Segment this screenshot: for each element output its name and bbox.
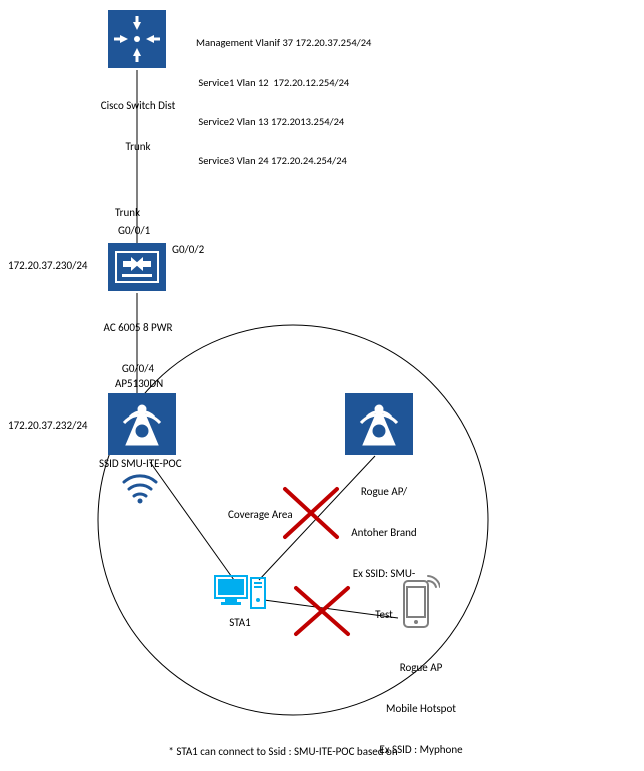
note-line: * STA1 can connect to Ssid : SMU-ITE-POC… [143, 745, 423, 759]
diagram-canvas: Management Vlanif 37 172.20.37.254/24 Se… [0, 0, 644, 771]
phone-line: Mobile Hotspot [373, 702, 469, 716]
ap-icon [108, 393, 176, 455]
coverage-label: Coverage Area [228, 508, 293, 522]
sta1-label: STA1 [222, 616, 258, 630]
vlan-line: Service1 Vlan 12 172.20.12.254/24 [196, 76, 371, 89]
sta1-icon [213, 572, 269, 617]
ap-ip: 172.20.37.232/24 [8, 419, 87, 433]
vlan-line: Service2 Vlan 13 172.2013.254/24 [196, 115, 371, 128]
phone-line: Rogue AP [373, 661, 469, 675]
trunk-label: Trunk [115, 206, 140, 220]
rogue-ap-icon [345, 393, 413, 455]
ac6005-icon [108, 243, 166, 291]
ac6005-name: AC 6005 8 PWR [100, 321, 176, 335]
footer-notes: * STA1 can connect to Ssid : SMU-ITE-POC… [143, 717, 423, 771]
cisco-switch-label: Cisco Switch Dist Trunk [95, 71, 181, 181]
cisco-switch-name: Cisco Switch Dist [95, 99, 181, 113]
ap-name: AP5130DN [115, 377, 163, 391]
rogue-ap-line: Antoher Brand [344, 526, 424, 540]
ac-port-top: G0/0/1 [118, 224, 150, 238]
ap-ssid: SSID SMU-ITE-POC [99, 457, 182, 471]
ac-ip: 172.20.37.230/24 [8, 259, 87, 273]
cisco-switch-trunk: Trunk [95, 140, 181, 154]
rogue-ap-line: Rogue AP/ [344, 485, 424, 499]
vlan-line: Service3 Vlan 24 172.20.24.254/24 [196, 154, 371, 167]
ac-port-right: G0/0/2 [172, 243, 204, 257]
vlan-info: Management Vlanif 37 172.20.37.254/24 Se… [196, 10, 371, 194]
cisco-switch-icon [108, 10, 166, 68]
phone-icon [398, 573, 440, 634]
wifi-icon [120, 472, 160, 507]
vlan-line: Management Vlanif 37 172.20.37.254/24 [196, 36, 371, 49]
ac-port-bottom: G0/0/4 [100, 362, 176, 376]
